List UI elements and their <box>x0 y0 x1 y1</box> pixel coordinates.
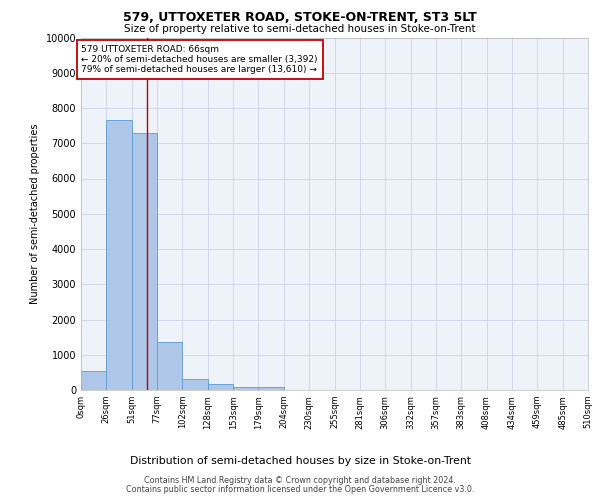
Bar <box>106 120 132 390</box>
Text: 579 UTTOXETER ROAD: 66sqm
← 20% of semi-detached houses are smaller (3,392)
79% : 579 UTTOXETER ROAD: 66sqm ← 20% of semi-… <box>82 44 318 74</box>
Text: Contains HM Land Registry data © Crown copyright and database right 2024.: Contains HM Land Registry data © Crown c… <box>144 476 456 485</box>
Bar <box>81 370 106 390</box>
Bar <box>208 384 233 390</box>
Bar <box>157 342 182 390</box>
Bar <box>182 379 208 390</box>
Text: 579, UTTOXETER ROAD, STOKE-ON-TRENT, ST3 5LT: 579, UTTOXETER ROAD, STOKE-ON-TRENT, ST3… <box>123 11 477 24</box>
Bar <box>233 386 259 390</box>
Text: Contains public sector information licensed under the Open Government Licence v3: Contains public sector information licen… <box>126 485 474 494</box>
Bar <box>132 132 157 390</box>
Y-axis label: Number of semi-detached properties: Number of semi-detached properties <box>30 124 40 304</box>
Text: Size of property relative to semi-detached houses in Stoke-on-Trent: Size of property relative to semi-detach… <box>124 24 476 34</box>
Bar <box>259 387 284 390</box>
Text: Distribution of semi-detached houses by size in Stoke-on-Trent: Distribution of semi-detached houses by … <box>130 456 470 466</box>
